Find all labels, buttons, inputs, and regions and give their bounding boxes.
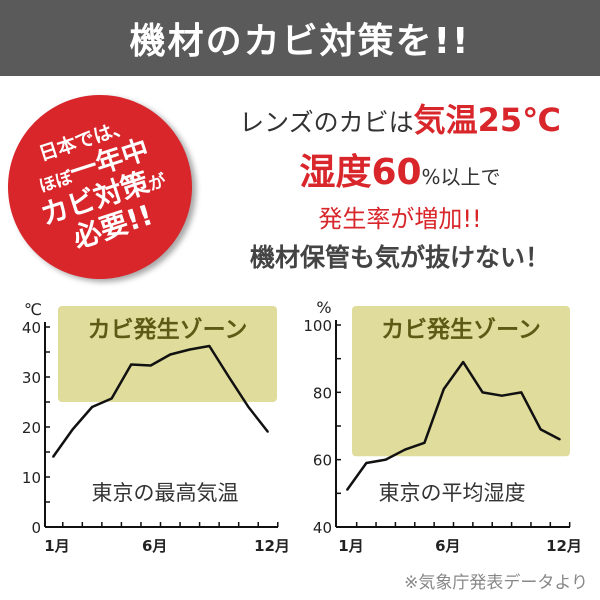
data-point [91,406,93,408]
data-point [501,394,503,397]
data-point [247,406,250,408]
chart-title: 東京の最高気温 [92,481,239,505]
y-unit-label: % [316,298,331,317]
data-point [384,458,387,461]
data-point [443,388,445,390]
message-line4: 機材保管も気が抜けない！ [249,243,550,272]
y-tick-label: 0 [31,519,41,537]
data-point [189,348,191,351]
message-line2-bold: 湿度60 [299,152,422,193]
data-point [71,428,74,431]
x-tick-label: 6月 [142,537,167,555]
header-banner: 機材のカビ対策を!! [0,0,600,76]
data-point [423,442,426,444]
mold-zone [352,306,570,457]
data-point [365,462,368,464]
message-line1-prefix: レンズのカビは [239,108,414,137]
message-line1: レンズのカビは気温25℃ [205,95,595,141]
y-tick-label: 60 [313,452,332,470]
x-tick-label: 6月 [435,537,460,555]
message-line1-bold: 気温25℃ [413,101,561,139]
data-point [169,353,172,356]
y-tick-label: 30 [22,369,41,387]
data-point [228,376,230,378]
data-point [149,364,152,367]
message-line2: 湿度60%以上で [205,143,595,195]
series-line [51,344,269,458]
data-point [539,428,542,431]
data-point [404,448,406,451]
x-tick-label: 12月 [254,537,290,555]
x-tick-label: 1月 [44,537,69,555]
data-point [208,345,211,347]
data-point [520,391,523,394]
data-point [462,361,464,363]
data-point [559,438,561,441]
y-tick-label: 100 [303,317,332,335]
mold-zone-label: カビ発生ゾーン [381,316,541,343]
y-tick-label: 40 [22,319,41,337]
data-point [346,489,348,491]
data-point [52,456,54,458]
mold-zone-label: カビ発生ゾーン [88,316,248,343]
y-tick-label: 80 [313,384,332,402]
y-unit-label: ℃ [24,300,42,319]
x-tick-label: 12月 [546,537,582,555]
message-block: レンズのカビは気温25℃ 湿度60%以上で 発生率が増加!! 機材保管も気が抜け… [205,95,595,274]
message-line2-suffix: %以上で [421,165,501,189]
y-tick-label: 10 [22,469,41,487]
x-tick-label: 1月 [338,537,363,555]
y-tick-label: 20 [22,419,41,437]
data-point [267,431,269,433]
source-note: ※気象庁発表データより [404,573,588,593]
mold-zone [58,306,277,402]
y-tick-label: 40 [313,519,332,537]
chart-title: 東京の平均湿度 [379,481,526,505]
message-line3: 発生率が増加!! [318,205,482,233]
data-point [130,363,132,366]
data-point [110,397,113,400]
series-line [345,360,561,491]
header-title: 機材のカビ対策を!! [129,21,471,62]
data-point [481,391,484,394]
